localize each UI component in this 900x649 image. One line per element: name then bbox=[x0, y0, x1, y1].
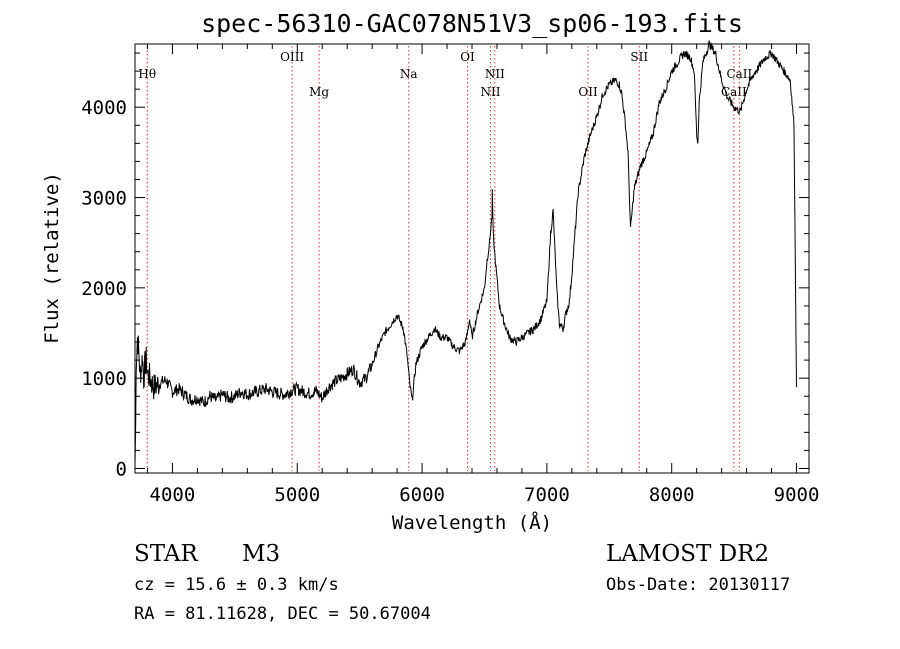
spectral-line-label: CaII bbox=[721, 85, 747, 99]
object-subclass: M3 bbox=[242, 541, 280, 567]
object-class: STAR bbox=[134, 541, 198, 567]
y-tick-label: 1000 bbox=[81, 368, 127, 390]
survey-name: LAMOST DR2 bbox=[606, 541, 769, 567]
x-tick-label: 8000 bbox=[649, 484, 695, 506]
y-axis-ticks: 0 1000 2000 3000 4000 bbox=[81, 52, 809, 480]
x-tick-label: 4000 bbox=[150, 484, 196, 506]
x-tick-label: 6000 bbox=[399, 484, 445, 506]
spectral-line-label: Mg bbox=[309, 85, 329, 99]
spectral-line-label: SII bbox=[630, 50, 648, 64]
spectral-line-label: Na bbox=[400, 67, 418, 81]
spectral-line-label: OII bbox=[578, 85, 598, 99]
x-axis-ticks: 4000 5000 6000 7000 8000 9000 bbox=[146, 44, 820, 506]
chart-title: spec-56310-GAC078N51V3_sp06-193.fits bbox=[201, 9, 743, 38]
spectrum-series-line bbox=[134, 39, 797, 465]
x-tick-label: 5000 bbox=[274, 484, 320, 506]
redshift-cz: cz = 15.6 ± 0.3 km/s bbox=[134, 575, 339, 595]
observation-date: Obs-Date: 20130117 bbox=[606, 575, 790, 595]
y-tick-label: 4000 bbox=[81, 97, 127, 119]
ra-dec-coordinates: RA = 81.11628, DEC = 50.67004 bbox=[134, 604, 431, 624]
spectral-line-label: OIII bbox=[280, 50, 304, 64]
y-tick-label: 3000 bbox=[81, 188, 127, 210]
y-axis-label: Flux (relative) bbox=[41, 172, 63, 344]
x-axis-label: Wavelength (Å) bbox=[392, 511, 552, 534]
spectral-line-label: Hθ bbox=[138, 67, 156, 81]
x-tick-label: 7000 bbox=[524, 484, 570, 506]
spectral-line-markers: Hθ OIII Mg Na OI NII NII OII SII CaII CaII bbox=[138, 46, 753, 471]
x-tick-label: 9000 bbox=[774, 484, 820, 506]
spectral-line-label: NII bbox=[480, 85, 500, 99]
plot-frame bbox=[134, 43, 810, 474]
y-tick-label: 2000 bbox=[81, 278, 127, 300]
spectral-line-label: OI bbox=[460, 50, 475, 64]
spectral-line-label: CaII bbox=[726, 67, 752, 81]
y-tick-label: 0 bbox=[116, 458, 127, 480]
spectral-line-label: NII bbox=[485, 67, 505, 81]
